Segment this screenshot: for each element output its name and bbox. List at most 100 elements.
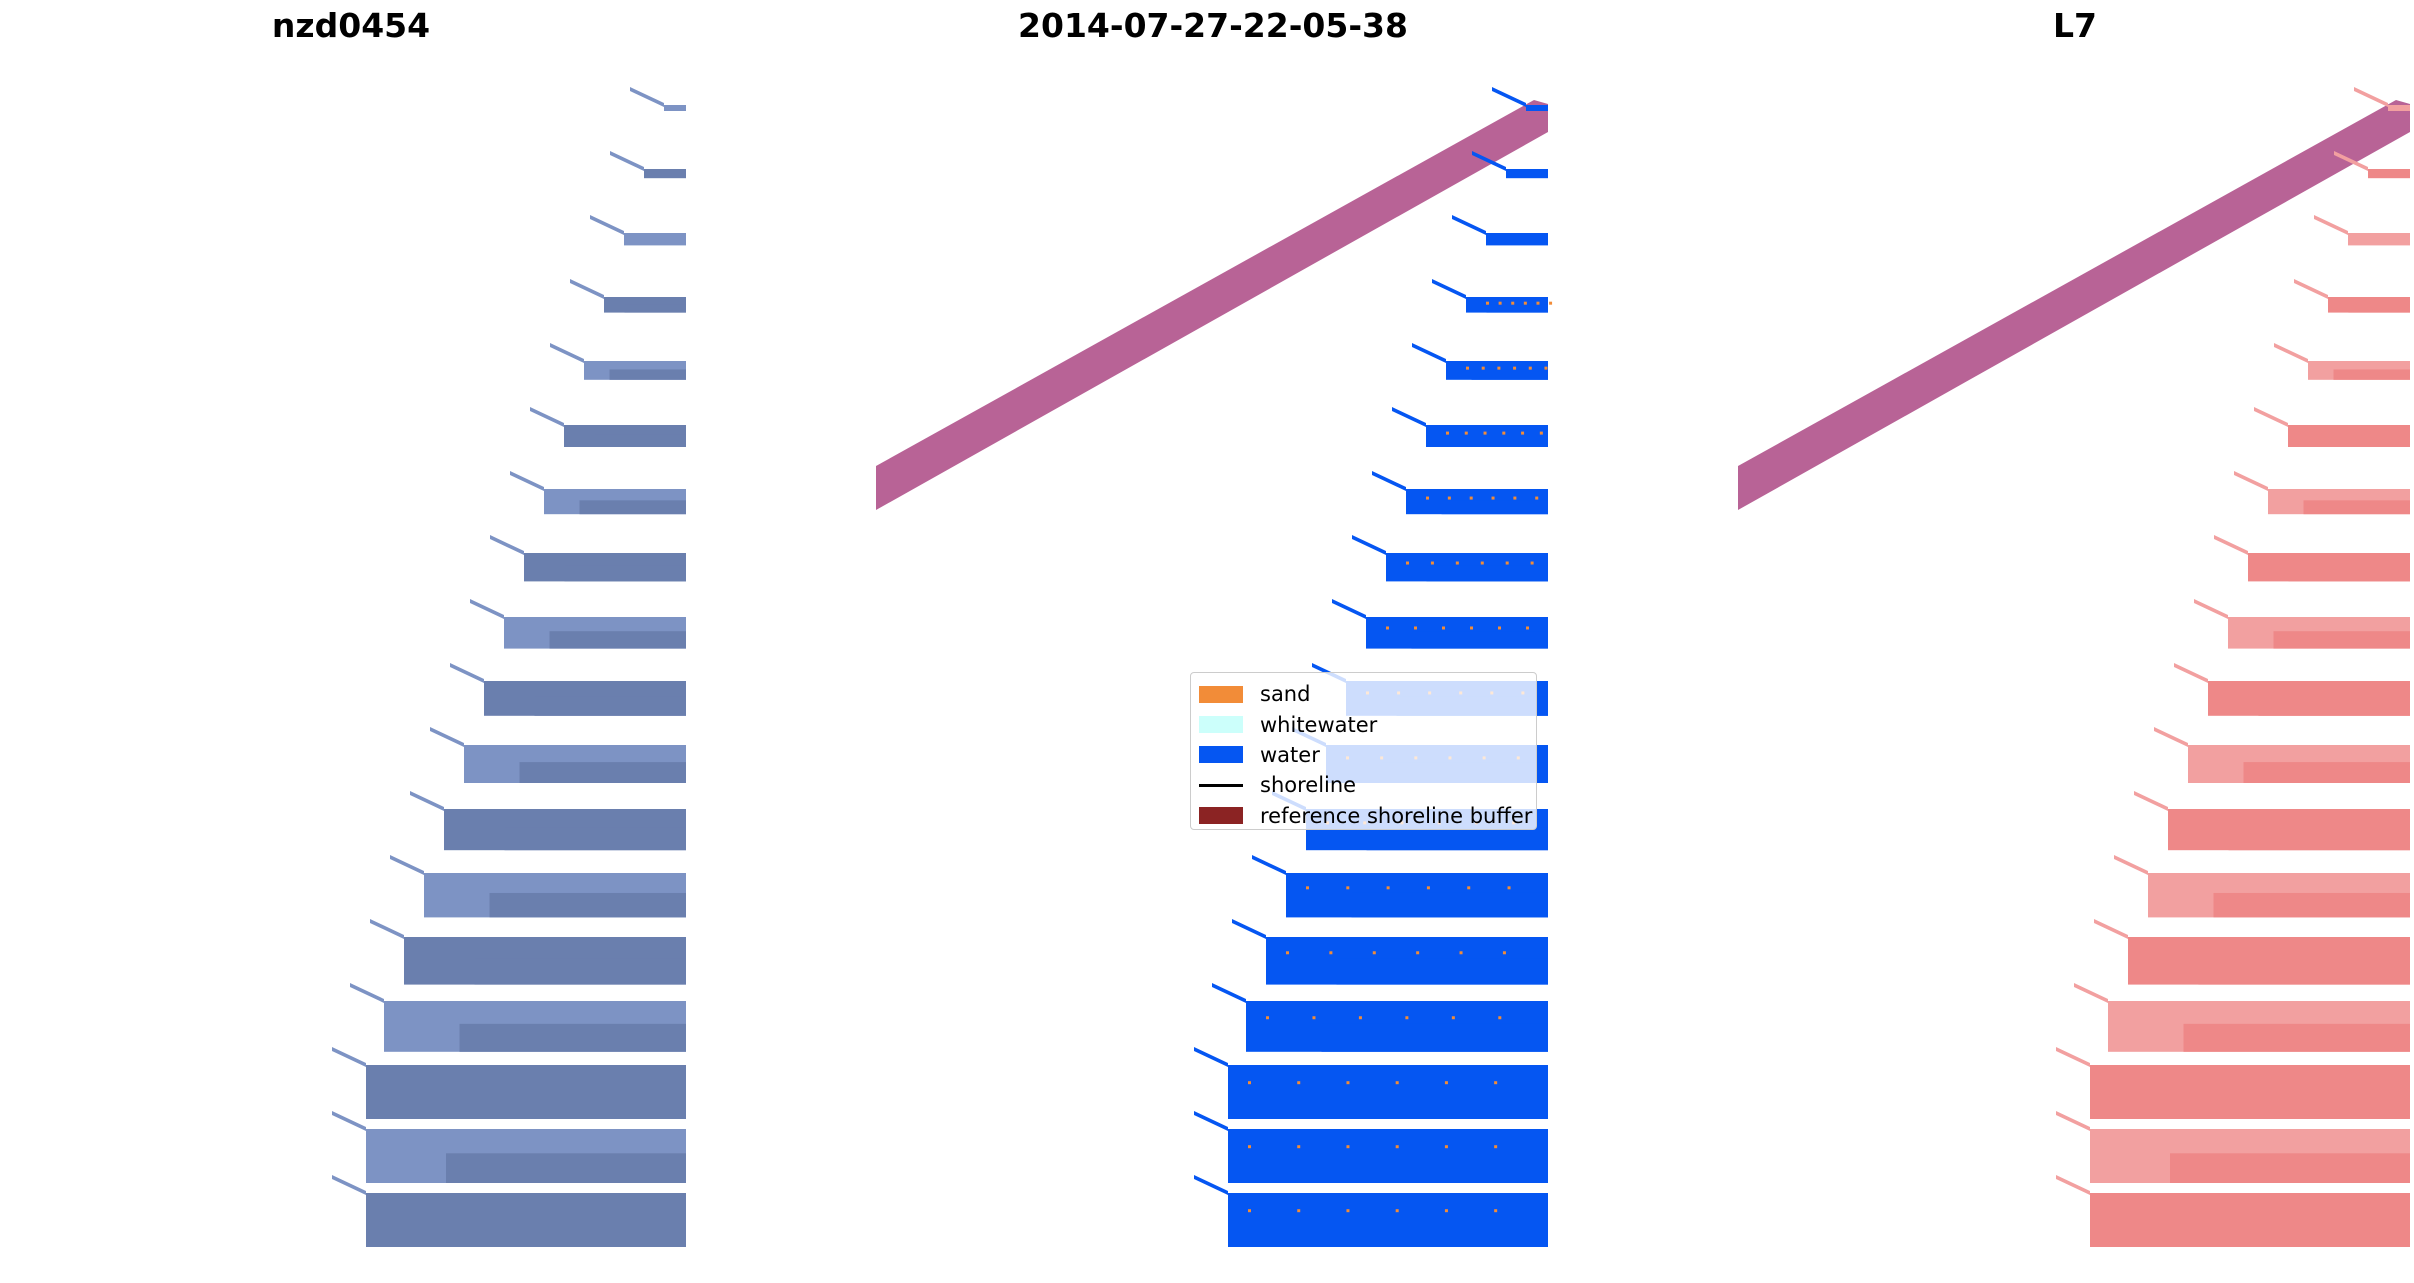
speckle xyxy=(1405,1016,1409,1020)
speckle xyxy=(1426,886,1430,890)
speckle xyxy=(1386,626,1389,630)
reference-buffer-swatch xyxy=(1199,807,1243,825)
speckle xyxy=(1266,1016,1269,1020)
water-edge xyxy=(2056,1047,2090,1067)
water-edge xyxy=(1492,87,1526,107)
water-strip-step xyxy=(446,1153,686,1183)
water-strip-step xyxy=(534,696,686,716)
speckle xyxy=(1513,366,1517,370)
water-edge xyxy=(2234,471,2268,491)
water-edge xyxy=(1472,151,1506,171)
water-edge xyxy=(2174,663,2208,683)
water-strip-step xyxy=(1336,958,1548,985)
speckle xyxy=(1248,1145,1251,1149)
water-strip-step xyxy=(2273,631,2410,649)
speckle xyxy=(1523,301,1527,305)
water-strip-step xyxy=(1308,1217,1548,1247)
speckle xyxy=(1406,561,1409,565)
water-strip-step xyxy=(459,1023,686,1052)
water-edge xyxy=(2214,535,2248,555)
legend-item-shoreline: shoreline xyxy=(1199,770,1536,800)
water-edge xyxy=(1372,471,1406,491)
panel-title-rgb: nzd0454 xyxy=(271,6,431,45)
water-strip-step xyxy=(446,1217,686,1247)
water-strip-step xyxy=(1471,369,1548,380)
water-strip-step xyxy=(2228,827,2410,851)
legend-label: reference shoreline buffer xyxy=(1260,803,1533,828)
water-edge xyxy=(610,151,644,171)
water-edge xyxy=(2114,855,2148,875)
speckle xyxy=(1466,366,1469,370)
water-strip-step xyxy=(609,369,686,380)
speckle xyxy=(1481,366,1485,370)
speckle xyxy=(1248,1081,1251,1085)
speckle xyxy=(1395,1081,1399,1085)
speckle xyxy=(1521,431,1525,435)
water-edge xyxy=(2134,791,2168,811)
water-strip-step xyxy=(1411,631,1548,649)
water-edge xyxy=(1194,1111,1228,1131)
speckle xyxy=(1494,1209,1498,1213)
water-edge xyxy=(2354,87,2388,107)
water-strip-step xyxy=(1456,434,1548,447)
water-edge xyxy=(332,1111,366,1131)
water-edge xyxy=(1412,343,1446,363)
reference-shoreline-buffer xyxy=(1738,100,2410,510)
speckle xyxy=(1346,1081,1350,1085)
speckle xyxy=(1416,951,1420,955)
water-edge xyxy=(1432,279,1466,299)
water-strip-step xyxy=(2318,434,2410,447)
whitewater-swatch xyxy=(1199,716,1243,734)
water-edge xyxy=(350,983,384,1003)
water-edge xyxy=(2056,1175,2090,1195)
water-strip-step xyxy=(2183,1023,2410,1052)
speckle xyxy=(1372,951,1376,955)
water-edge xyxy=(1392,407,1426,427)
water-edge xyxy=(490,535,524,555)
speckle xyxy=(1426,496,1429,500)
water-edge xyxy=(590,215,624,235)
speckle xyxy=(1536,301,1540,305)
speckle xyxy=(1494,1081,1498,1085)
speckle xyxy=(1312,1016,1316,1020)
water-strip-step xyxy=(2258,696,2410,716)
legend-item-reference-buffer: reference shoreline buffer xyxy=(1199,801,1536,831)
speckle xyxy=(1297,1081,1301,1085)
speckle xyxy=(1395,1209,1399,1213)
speckle xyxy=(1451,1016,1455,1020)
speckle xyxy=(1469,496,1473,500)
water-strip xyxy=(2348,233,2410,246)
water-strip xyxy=(1506,169,1548,179)
water-strip-step xyxy=(446,1089,686,1119)
speckle xyxy=(1329,951,1333,955)
speckle xyxy=(1498,1016,1502,1020)
water-edge xyxy=(2074,983,2108,1003)
water-strip-step xyxy=(2213,892,2410,918)
speckle xyxy=(1346,1145,1350,1149)
water-strip-step xyxy=(2170,1217,2410,1247)
speckle xyxy=(1480,561,1484,565)
water-strip-step xyxy=(2288,565,2410,582)
speckle xyxy=(1414,626,1417,630)
water-edge xyxy=(2056,1111,2090,1131)
water-edge xyxy=(530,407,564,427)
speckle xyxy=(1502,951,1506,955)
water-edge xyxy=(430,727,464,747)
water-strip-step xyxy=(519,762,686,783)
speckle xyxy=(1498,626,1501,630)
speckle xyxy=(1297,1209,1301,1213)
legend-label: whitewater xyxy=(1260,712,1378,737)
speckle xyxy=(1358,1016,1362,1020)
water-edge xyxy=(1332,599,1366,619)
speckle xyxy=(1535,496,1539,500)
speckle xyxy=(1444,1145,1448,1149)
water-edge xyxy=(390,855,424,875)
water-strip-step xyxy=(1351,892,1548,918)
speckle xyxy=(1470,626,1473,630)
water-strip-step xyxy=(594,434,686,447)
water-strip-step xyxy=(2303,500,2410,515)
water-strip xyxy=(1526,105,1548,111)
water-edge xyxy=(2154,727,2188,747)
speckle xyxy=(1286,951,1289,955)
water-edge xyxy=(2294,279,2328,299)
